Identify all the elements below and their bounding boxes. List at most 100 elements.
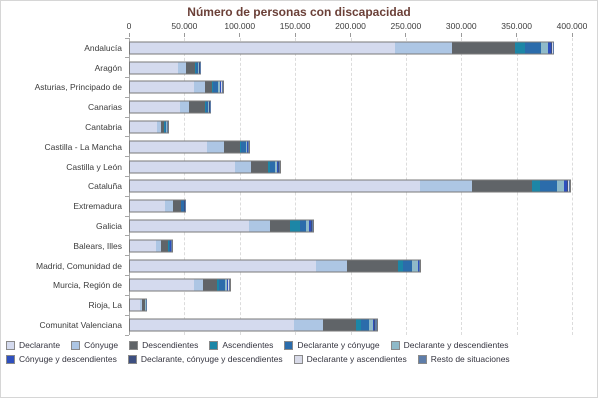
bar-segment [130, 220, 249, 232]
bar-segment [207, 101, 209, 113]
bar-segment [514, 42, 525, 54]
bar-segment [360, 319, 370, 331]
bar-row: Galicia [1, 216, 597, 236]
bar-segment [290, 220, 300, 232]
category-label: Extremadura [73, 201, 122, 212]
bar-segment [219, 81, 221, 93]
bar-rows: Andalucía Aragón Asturias, Principado de Ca… [1, 38, 597, 335]
bar-segment [566, 180, 569, 192]
bar-track [129, 97, 572, 117]
bar-track [129, 196, 572, 216]
bar-segment [452, 42, 515, 54]
x-tick-mark [294, 33, 296, 37]
bar-segment [130, 81, 194, 93]
x-tick-mark [350, 33, 351, 37]
legend-swatch [129, 340, 139, 350]
bar-track [129, 276, 572, 296]
bar-segment [173, 200, 181, 212]
y-tick-mark [125, 176, 129, 178]
legend-swatch [209, 340, 219, 350]
y-tick-mark [125, 275, 129, 277]
bar-segment [312, 220, 314, 232]
bar-segment [524, 42, 541, 54]
y-tick-mark [125, 294, 129, 296]
bar-segment [204, 81, 213, 93]
category-label: Cantabria [85, 122, 122, 133]
bar-segment [195, 62, 197, 74]
y-tick-mark [125, 57, 129, 59]
gridline [572, 38, 573, 335]
bar-segment [164, 200, 174, 212]
legend-label: Declarante y ascendientes [306, 354, 407, 364]
bar-segment [217, 81, 220, 93]
legend-label: Declarante [19, 340, 61, 350]
category-label: Rioja, La [88, 300, 122, 311]
bar-segment [130, 260, 316, 272]
bar-segment [278, 161, 280, 173]
y-tick-mark [125, 235, 129, 237]
bar-segment [268, 161, 271, 173]
bar-segment [531, 180, 540, 192]
bar-track [129, 58, 572, 78]
bar-segment [412, 260, 418, 272]
legend-item: Declarante y descendientes [390, 340, 509, 350]
legend-label: Declarante y descendientes [403, 340, 509, 350]
bar-segment [270, 161, 275, 173]
bar-segment [279, 161, 281, 173]
category-label: Castilla y León [66, 161, 122, 172]
x-tick-mark [405, 33, 407, 37]
stacked-bar [129, 160, 282, 174]
bar-track [129, 177, 572, 197]
bar-segment [419, 180, 472, 192]
legend-label: Declarante, cónyuge y descendientes [140, 354, 283, 364]
bar-segment [251, 161, 269, 173]
x-tick-mark [128, 33, 130, 37]
bar-segment [241, 141, 246, 153]
bar-segment [299, 220, 307, 232]
bar-segment [217, 279, 219, 291]
bar-segment [193, 279, 204, 291]
bar-segment [274, 161, 277, 173]
y-tick-mark [125, 156, 129, 158]
legend-label: Cónyuge [84, 340, 119, 350]
bar-row: Canarias [1, 97, 597, 117]
bar-segment [402, 260, 413, 272]
legend-label: Descendientes [142, 340, 199, 350]
category-label: Asturias, Principado de [34, 82, 122, 93]
stacked-bar [129, 318, 378, 332]
bar-row: Cantabria [1, 117, 597, 137]
chart-title: Número de personas con discapacidad [187, 5, 411, 19]
bar-segment [471, 180, 532, 192]
bar-segment [248, 220, 270, 232]
x-tick-mark [183, 33, 185, 37]
x-tick-label: 50.000 [171, 21, 198, 31]
bar-segment [356, 319, 361, 331]
bar-track [129, 315, 572, 335]
bar-segment [375, 319, 377, 331]
stacked-bar [129, 219, 315, 233]
x-axis-labels: 0 50.000 100.000 150.000 200.000 250.000 300.0… [127, 20, 588, 32]
x-tick-label: 100.000 [224, 21, 256, 31]
legend-swatch [390, 340, 400, 350]
bar-segment [220, 81, 222, 93]
y-tick-mark [125, 314, 129, 316]
category-label: Madrid, Comunidad de [36, 260, 122, 271]
y-tick-mark [125, 37, 129, 39]
bar-segment [183, 200, 185, 212]
bar-segment [207, 141, 224, 153]
bar-segment [130, 161, 235, 173]
bar-segment [130, 279, 194, 291]
category-label: Andalucía [84, 42, 122, 53]
category-label: Galicia [96, 221, 122, 232]
bar-segment [130, 42, 395, 54]
bar-segment [246, 141, 248, 153]
bar-segment [372, 319, 375, 331]
bar-segment [130, 121, 157, 133]
x-tick-label: 250.000 [390, 21, 422, 31]
bar-segment [205, 101, 208, 113]
bar-segment [308, 220, 311, 232]
x-tick-label: 400.000 [556, 21, 588, 31]
stacked-bar [129, 120, 169, 134]
bar-segment [130, 299, 140, 311]
